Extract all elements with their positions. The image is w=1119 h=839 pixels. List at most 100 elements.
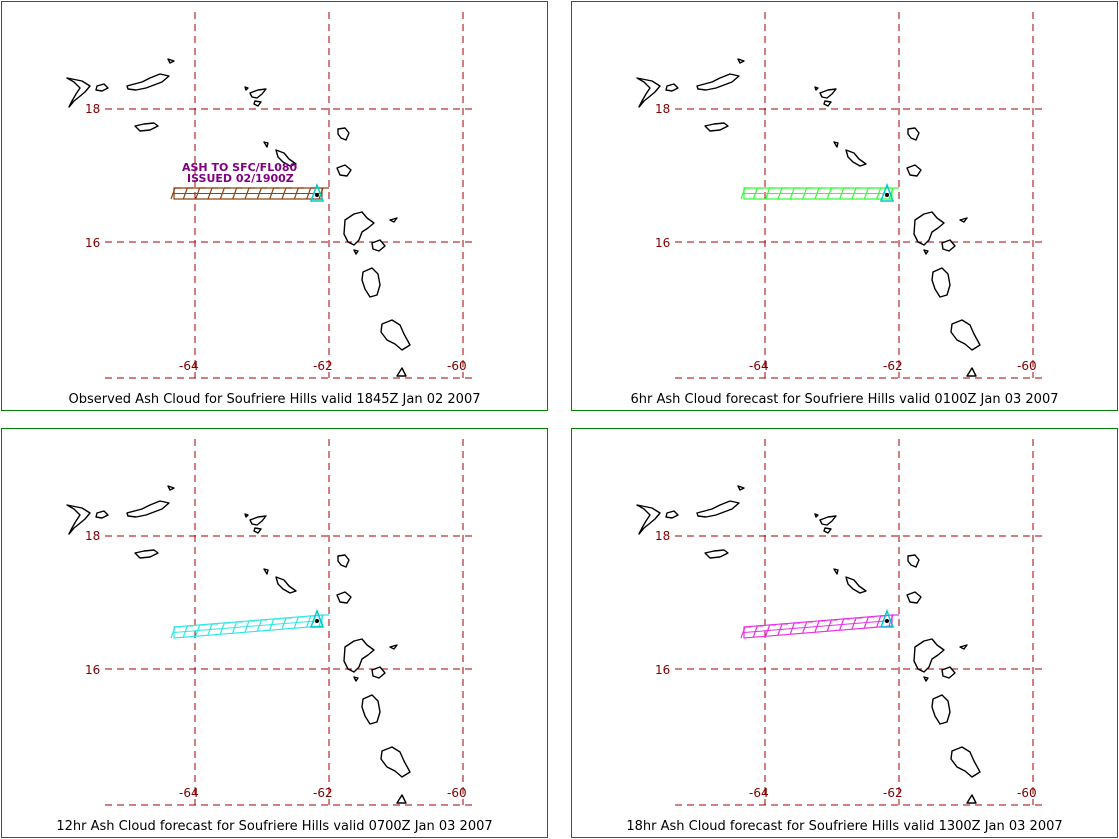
lat-label-16: 16 (85, 663, 100, 677)
volcano-marker-icon (879, 182, 895, 202)
ash-cloud-hatch (876, 187, 887, 200)
ash-cloud-hatch (863, 187, 875, 200)
ash-cloud-hatch (232, 187, 243, 200)
volcano-triangle (309, 608, 325, 628)
ash-cloud-hatch (888, 614, 899, 627)
ash-cloud (740, 187, 899, 200)
ash-cloud-hatch (851, 617, 862, 630)
ash-cloud-hatch (281, 187, 292, 200)
ash-cloud-hatch (789, 187, 801, 200)
map-panel-6hr-forecast: 18 16 -64 -62 -60 6hr Ash Cloud forecast… (571, 1, 1118, 411)
lat-label-18: 18 (655, 102, 670, 116)
lon-label-60: -60 (447, 359, 467, 373)
ash-cloud-hatch (219, 622, 231, 635)
ash-cloud-centerline (173, 620, 323, 633)
volcano-dot (315, 619, 319, 623)
lat-label-18: 18 (85, 102, 100, 116)
ash-cloud-hatch (293, 187, 305, 200)
lat-label-16: 16 (85, 236, 100, 250)
lon-label-64: -64 (749, 359, 769, 373)
ash-cloud-hatch (765, 187, 776, 200)
lon-label-64: -64 (179, 359, 199, 373)
ash-cloud-hatch (752, 187, 764, 200)
map-canvas: 18 16 -64 -62 -60 (66, 439, 474, 806)
lon-label-60: -60 (1017, 359, 1037, 373)
lon-label-62: -62 (313, 786, 333, 800)
map-canvas: 18 16 -64 -62 -60 (636, 439, 1044, 806)
ash-cloud-hatch (863, 616, 875, 629)
ash-cloud-hatch (244, 187, 255, 200)
ash-cloud-hatch (244, 620, 255, 633)
ash-cloud-hatch (777, 187, 788, 200)
ash-cloud-hatch (232, 621, 243, 634)
ash-cloud-hatch (256, 187, 268, 200)
map-canvas: 18 16 -64 -62 -60 ASH TO SFC/FL080 ISSUE… (66, 12, 474, 379)
ash-cloud-hatch (740, 187, 751, 200)
coastlines (636, 58, 981, 377)
ash-cloud-hatch (306, 187, 317, 200)
ash-cloud-hatch (170, 626, 181, 639)
ash-cloud-hatch (814, 620, 825, 633)
ash-cloud-hatch (281, 617, 292, 630)
ash-cloud-hatch (839, 187, 850, 200)
ash-cloud-hatch (269, 618, 280, 631)
ash-cloud-hatch (839, 618, 850, 631)
ash-cloud-hatch (293, 616, 305, 629)
ash-cloud-hatch (740, 626, 751, 639)
ash-cloud-hatch (789, 622, 801, 635)
panel-caption: 12hr Ash Cloud forecast for Soufriere Hi… (56, 819, 493, 834)
map-panel-18hr-forecast: 18 16 -64 -62 -60 18hr Ash Cloud forecas… (571, 428, 1118, 838)
map-canvas: 18 16 -64 -62 -60 (636, 12, 1044, 379)
ash-cloud-hatch (777, 623, 788, 636)
lon-label-60: -60 (1017, 786, 1037, 800)
ash-cloud-hatch (802, 187, 813, 200)
panel-caption: Observed Ash Cloud for Soufriere Hills v… (68, 392, 481, 407)
ash-cloud-hatch (207, 187, 218, 200)
lat-label-18: 18 (85, 529, 100, 543)
ash-cloud-hatch (195, 624, 206, 637)
volcano-dot (315, 193, 319, 197)
lon-label-62: -62 (883, 359, 903, 373)
ash-cloud-hatch (826, 619, 838, 632)
coastlines (636, 485, 981, 804)
ash-cloud-hatch (802, 621, 813, 634)
volcano-triangle (879, 608, 895, 628)
lon-label-62: -62 (313, 359, 333, 373)
volcano-dot (885, 193, 889, 197)
ash-cloud-hatch (195, 187, 206, 200)
ash-cloud-hatch (814, 187, 825, 200)
ash-cloud-hatch (182, 625, 194, 638)
ash-cloud-hatch (256, 619, 268, 632)
coastlines (66, 58, 411, 377)
ash-cloud-centerline (743, 620, 893, 633)
lat-label-16: 16 (655, 236, 670, 250)
ash-cloud-hatch (851, 187, 862, 200)
ash-cloud-hatch (752, 625, 764, 638)
advisory-annotation-line2: ISSUED 02/1900Z (187, 172, 294, 185)
advisory-annotation-line1: ASH TO SFC/FL080 (182, 161, 298, 174)
ash-cloud-hatch (219, 187, 231, 200)
panel-caption: 18hr Ash Cloud forecast for Soufriere Hi… (626, 819, 1063, 834)
ash-cloud-hatch (170, 187, 181, 200)
ash-cloud-hatch (765, 624, 776, 637)
coastlines (66, 485, 411, 804)
ash-cloud-hatch (182, 187, 194, 200)
panel-caption: 6hr Ash Cloud forecast for Soufriere Hil… (630, 392, 1059, 407)
volcano-marker-icon (309, 182, 325, 202)
volcano-marker-icon (879, 608, 895, 628)
map-panel-observed: 18 16 -64 -62 -60 ASH TO SFC/FL080 ISSUE… (1, 1, 548, 411)
ash-cloud-hatch (826, 187, 838, 200)
lon-label-64: -64 (749, 786, 769, 800)
lat-label-16: 16 (655, 663, 670, 677)
ash-cloud-hatch (207, 623, 218, 636)
volcano-triangle (309, 182, 325, 202)
volcano-dot (885, 619, 889, 623)
lon-label-64: -64 (179, 786, 199, 800)
ash-cloud-hatch (318, 614, 329, 627)
lat-label-18: 18 (655, 529, 670, 543)
volcano-triangle (879, 182, 895, 202)
lon-label-60: -60 (447, 786, 467, 800)
volcano-marker-icon (309, 608, 325, 628)
lon-label-62: -62 (883, 786, 903, 800)
ash-cloud-hatch (269, 187, 280, 200)
